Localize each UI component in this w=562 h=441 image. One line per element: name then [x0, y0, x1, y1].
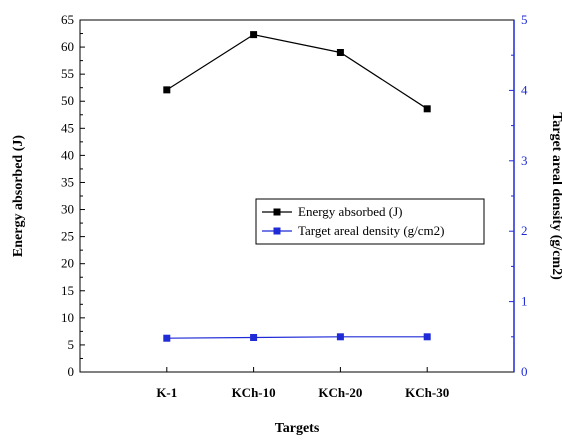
- y2-tick-label: 0: [521, 364, 528, 379]
- y-tick-label: 30: [61, 202, 74, 217]
- energy-point: [336, 48, 344, 56]
- y2-tick-label: 5: [521, 12, 528, 27]
- y-tick-label: 25: [61, 229, 74, 244]
- density-point: [423, 333, 431, 341]
- energy-point: [250, 31, 258, 39]
- y2-tick-label: 4: [521, 82, 528, 97]
- y-tick-label: 60: [61, 39, 74, 54]
- y2-axis-label: Target areal density (g/cm2): [549, 112, 562, 280]
- series-line-density: [166, 336, 428, 339]
- energy-point: [423, 105, 431, 113]
- x-tick-label: K-1: [156, 385, 177, 400]
- y2-tick-label: 1: [521, 294, 528, 309]
- y-tick-label: 35: [61, 174, 74, 189]
- y-tick-label: 5: [68, 337, 75, 352]
- y-tick-label: 10: [61, 310, 74, 325]
- density-point: [250, 334, 258, 342]
- y-tick-label: 45: [61, 120, 74, 135]
- density-point: [163, 334, 171, 342]
- x-tick-label: KCh-20: [318, 385, 362, 400]
- series-line-energy: [166, 33, 428, 110]
- plot-frame: [79, 19, 515, 373]
- legend-marker-energy: [273, 208, 281, 216]
- y-tick-label: 55: [61, 66, 74, 81]
- legend-label-energy: Energy absorbed (J): [298, 204, 402, 219]
- y-tick-label: 0: [68, 364, 75, 379]
- legend: Energy absorbed (J) Target areal density…: [255, 198, 485, 245]
- legend-label-density: Target areal density (g/cm2): [298, 223, 445, 238]
- legend-marker-density: [273, 227, 281, 235]
- y-tick-label: 40: [61, 147, 74, 162]
- density-point: [336, 333, 344, 341]
- y-tick-label: 65: [61, 12, 74, 27]
- energy-point: [163, 86, 171, 94]
- y-tick-label: 15: [61, 283, 74, 298]
- x-axis-label: Targets: [275, 421, 320, 436]
- y-axis-label: Energy absorbed (J): [11, 135, 26, 257]
- legend-box: [255, 198, 485, 245]
- y2-tick-label: 2: [521, 223, 528, 238]
- y2-tick-label: 3: [521, 153, 528, 168]
- x-tick-label: KCh-30: [405, 385, 449, 400]
- y-tick-label: 50: [61, 93, 74, 108]
- x-tick-label: KCh-10: [232, 385, 276, 400]
- y-tick-label: 20: [61, 256, 74, 271]
